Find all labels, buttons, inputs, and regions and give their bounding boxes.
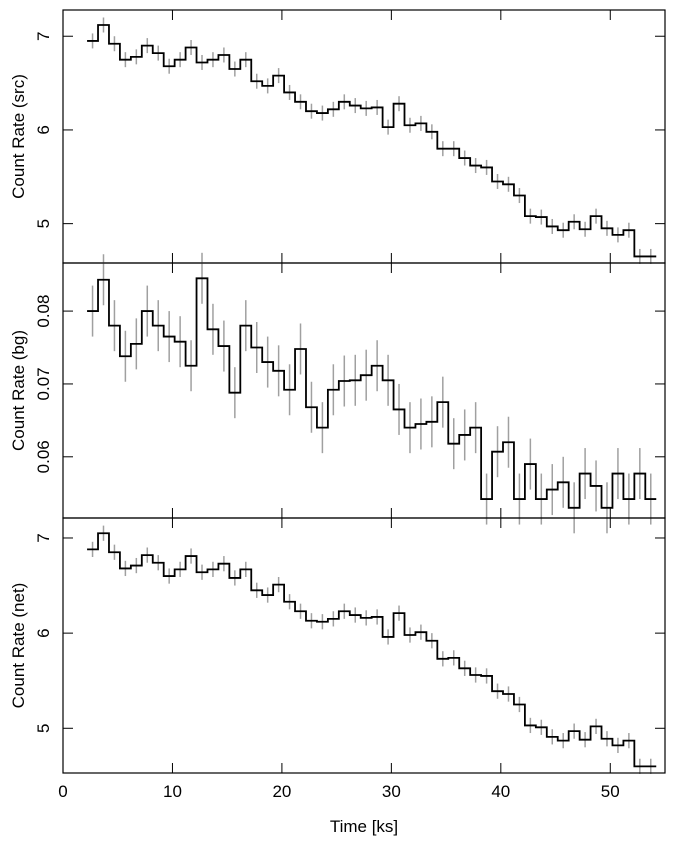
y-tick-label: 5 [34, 724, 53, 733]
step-line [87, 24, 657, 258]
plot-frame [62, 517, 666, 774]
x-tick-label: 50 [601, 782, 620, 801]
y-tick-label: 6 [34, 125, 53, 134]
y-tick-label: 5 [34, 219, 53, 228]
y-tick-label: 0.08 [34, 295, 53, 328]
x-tick-label: 20 [272, 782, 291, 801]
x-tick-label: 40 [491, 782, 510, 801]
y-tick-label: 7 [34, 533, 53, 542]
step-line [87, 532, 657, 768]
y-axis-label: Count Rate (net) [9, 583, 28, 709]
x-axis-label: Time [ks] [330, 817, 398, 836]
y-tick-label: 0.06 [34, 440, 53, 473]
step-line [87, 277, 657, 509]
y-axis-label: Count Rate (src) [9, 74, 28, 199]
y-tick-label: 6 [34, 628, 53, 637]
y-axis-label: Count Rate (bg) [9, 330, 28, 451]
plot-frame [62, 262, 666, 519]
x-tick-label: 10 [163, 782, 182, 801]
y-tick-label: 0.07 [34, 367, 53, 400]
y-tick-label: 7 [34, 32, 53, 41]
x-tick-label: 30 [382, 782, 401, 801]
x-tick-label: 0 [58, 782, 67, 801]
